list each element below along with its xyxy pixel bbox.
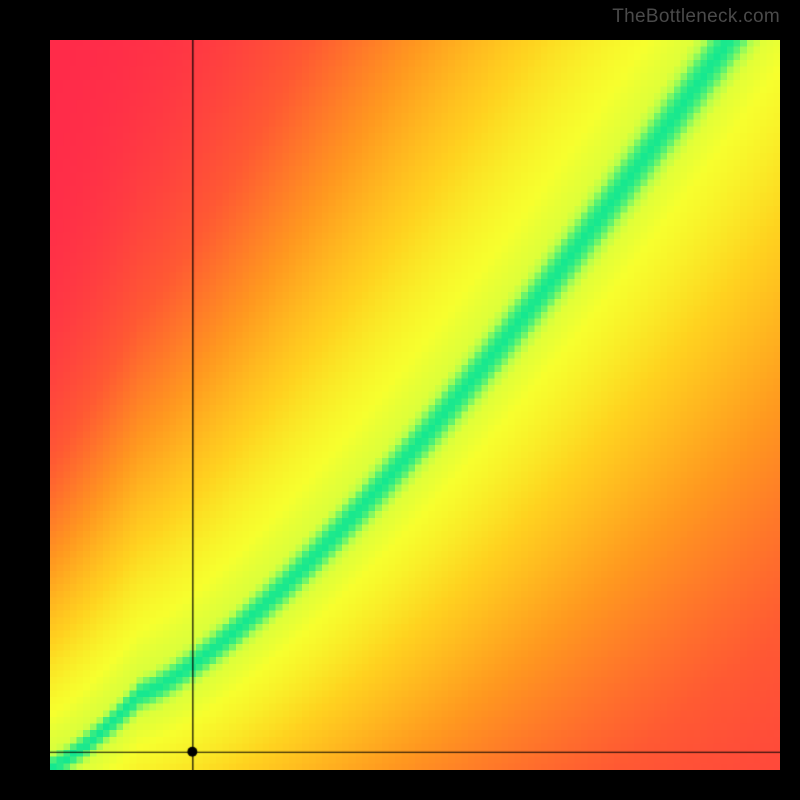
crosshair-overlay: [50, 40, 780, 770]
chart-container: { "watermark": "TheBottleneck.com", "can…: [0, 0, 800, 800]
watermark-text: TheBottleneck.com: [612, 6, 780, 28]
heatmap-plot: [50, 40, 780, 770]
